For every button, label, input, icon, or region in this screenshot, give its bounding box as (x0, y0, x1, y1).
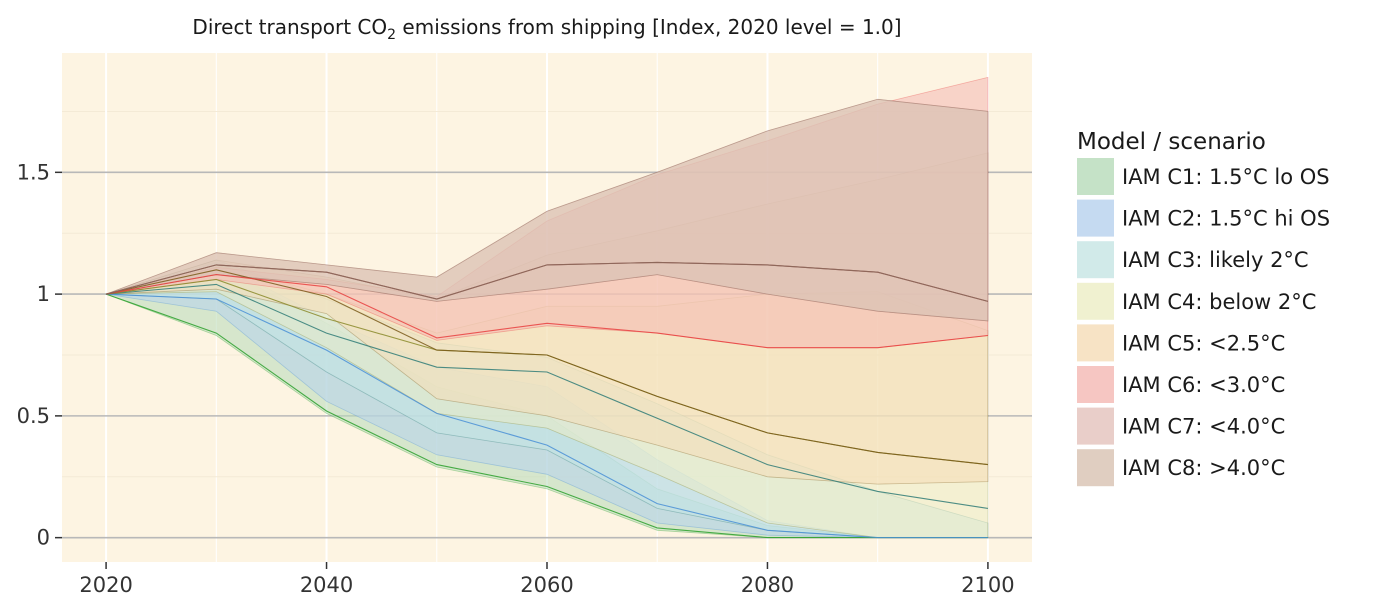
x-tick-label: 2020 (79, 573, 132, 597)
axis-ticks: 0 0.5 1 1.5 2020 2040 2060 2080 2100 (17, 160, 1015, 597)
legend-swatch-c5 (1077, 324, 1114, 362)
legend-label-c7: IAM C7: <4.0°C (1122, 415, 1285, 439)
legend-label-c8: IAM C8: >4.0°C (1122, 456, 1285, 480)
band-c8 (105, 98, 989, 322)
y-tick-label: 1 (37, 282, 50, 306)
legend-label-c3: IAM C3: likely 2°C (1122, 248, 1309, 272)
legend-swatch-c6 (1077, 366, 1114, 403)
title-subscript: 2 (387, 27, 396, 43)
legend-label-c1: IAM C1: 1.5°C lo OS (1122, 165, 1330, 189)
legend-label-c6: IAM C6: <3.0°C (1122, 373, 1285, 397)
x-tick-label: 2040 (300, 573, 353, 597)
y-tick-label: 0 (37, 526, 50, 550)
y-tick-label: 1.5 (17, 160, 50, 184)
legend: Model / scenario IAM C1: 1.5°C lo OS IAM … (1077, 129, 1330, 487)
median-line-c1 (105, 293, 988, 539)
y-tick-label: 0.5 (17, 404, 50, 428)
legend-label-c2: IAM C2: 1.5°C hi OS (1122, 207, 1330, 231)
legend-swatch-c8 (1077, 449, 1114, 487)
chart-title: Direct transport CO2 emissions from ship… (192, 15, 901, 43)
title-main: Direct transport CO (192, 15, 387, 39)
legend-swatch-c7 (1077, 407, 1114, 445)
x-tick-label: 2080 (741, 573, 794, 597)
legend-swatch-c3 (1077, 241, 1114, 279)
median-line-c6 (106, 274, 988, 349)
x-tick-label: 2100 (961, 573, 1014, 597)
x-tick-label: 2060 (520, 573, 573, 597)
median-line-c8 (105, 261, 989, 302)
legend-swatch-c4 (1077, 282, 1114, 320)
legend-swatch-c2 (1077, 199, 1114, 237)
legend-label-c5: IAM C5: <2.5°C (1122, 331, 1285, 355)
legend-swatch-c1 (1077, 158, 1114, 195)
median-line-c3 (106, 283, 988, 509)
scenario-median-lines (105, 261, 989, 539)
legend-label-c4: IAM C4: below 2°C (1122, 290, 1316, 314)
median-line-c2 (106, 293, 988, 539)
title-rest: emissions from shipping [Index, 2020 lev… (396, 15, 902, 39)
legend-title: Model / scenario (1077, 129, 1266, 155)
